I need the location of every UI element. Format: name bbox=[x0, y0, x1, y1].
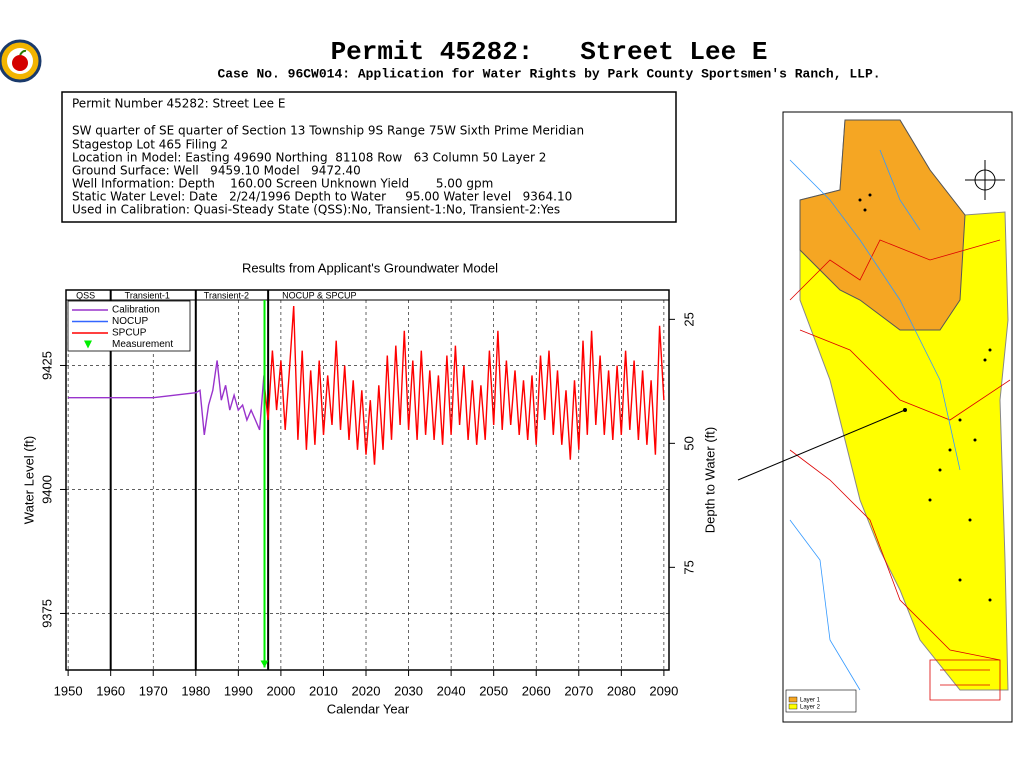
legend-label: Measurement bbox=[112, 339, 173, 350]
x-tick-label: 2060 bbox=[522, 683, 551, 698]
x-tick-label: 1980 bbox=[181, 683, 210, 698]
legend-label: Calibration bbox=[112, 305, 160, 316]
x-tick-label: 2080 bbox=[607, 683, 636, 698]
period-label: QSS bbox=[76, 290, 95, 300]
y-axis-title: Water Level (ft) bbox=[21, 436, 36, 524]
x-tick-label: 2020 bbox=[352, 683, 381, 698]
info-line: Static Water Level: Date 2/24/1996 Depth… bbox=[72, 190, 572, 204]
period-label: Transient-2 bbox=[204, 290, 249, 300]
period-label: NOCUP & SPCUP bbox=[282, 290, 356, 300]
info-line: SW quarter of SE quarter of Section 13 T… bbox=[72, 124, 584, 138]
chart-title: Results from Applicant's Groundwater Mod… bbox=[242, 260, 498, 275]
info-line: Location in Model: Easting 49690 Northin… bbox=[72, 151, 546, 165]
info-line: Used in Calibration: Quasi-Steady State … bbox=[72, 203, 560, 217]
info-line: Permit Number 45282: Street Lee E bbox=[72, 97, 285, 111]
y2-axis-title: Depth to Water (ft) bbox=[702, 427, 717, 533]
period-label: Transient-1 bbox=[125, 290, 170, 300]
y2-tick-label: 50 bbox=[681, 436, 696, 450]
map-legend-label: Layer 1 bbox=[800, 698, 821, 704]
plot-area bbox=[65, 289, 670, 671]
logo bbox=[0, 39, 42, 83]
x-tick-label: 1970 bbox=[139, 683, 168, 698]
info-box bbox=[61, 91, 677, 223]
x-tick-label: 2000 bbox=[266, 683, 295, 698]
x-tick-label: 2090 bbox=[649, 683, 678, 698]
page-title: Permit 45282: Street Lee E bbox=[331, 37, 768, 67]
series-line bbox=[68, 360, 265, 435]
x-tick-label: 1960 bbox=[96, 683, 125, 698]
x-tick-label: 1990 bbox=[224, 683, 253, 698]
info-line: Stagestop Lot 465 Filing 2 bbox=[72, 138, 228, 152]
y-tick-label: 9400 bbox=[39, 475, 54, 504]
series-line bbox=[263, 305, 665, 465]
map-legend-label: Layer 2 bbox=[800, 705, 821, 711]
location-map: Layer 1 Layer 2 bbox=[737, 111, 1013, 723]
legend-marker bbox=[84, 340, 92, 349]
page-subtitle: Case No. 96CW014: Application for Water … bbox=[217, 66, 880, 81]
x-axis-title: Calendar Year bbox=[327, 701, 410, 716]
y-tick-label: 9425 bbox=[39, 351, 54, 380]
info-lines: Permit Number 45282: Street Lee E SW quar… bbox=[72, 97, 584, 217]
measurement-marker bbox=[260, 660, 269, 668]
x-tick-label: 2070 bbox=[564, 683, 593, 698]
info-line: Well Information: Depth 160.00 Screen Un… bbox=[72, 177, 493, 191]
y-tick-label: 9375 bbox=[39, 599, 54, 628]
x-tick-label: 2030 bbox=[394, 683, 423, 698]
legend-label: NOCUP bbox=[112, 316, 148, 327]
y2-tick-label: 75 bbox=[681, 560, 696, 574]
y2-tick-label: 25 bbox=[681, 312, 696, 326]
x-tick-label: 2010 bbox=[309, 683, 338, 698]
x-tick-label: 2040 bbox=[437, 683, 466, 698]
x-tick-label: 1950 bbox=[54, 683, 83, 698]
legend-label: SPCUP bbox=[112, 328, 147, 339]
info-line: Ground Surface: Well 9459.10 Model 9472.… bbox=[72, 164, 361, 178]
x-tick-label: 2050 bbox=[479, 683, 508, 698]
